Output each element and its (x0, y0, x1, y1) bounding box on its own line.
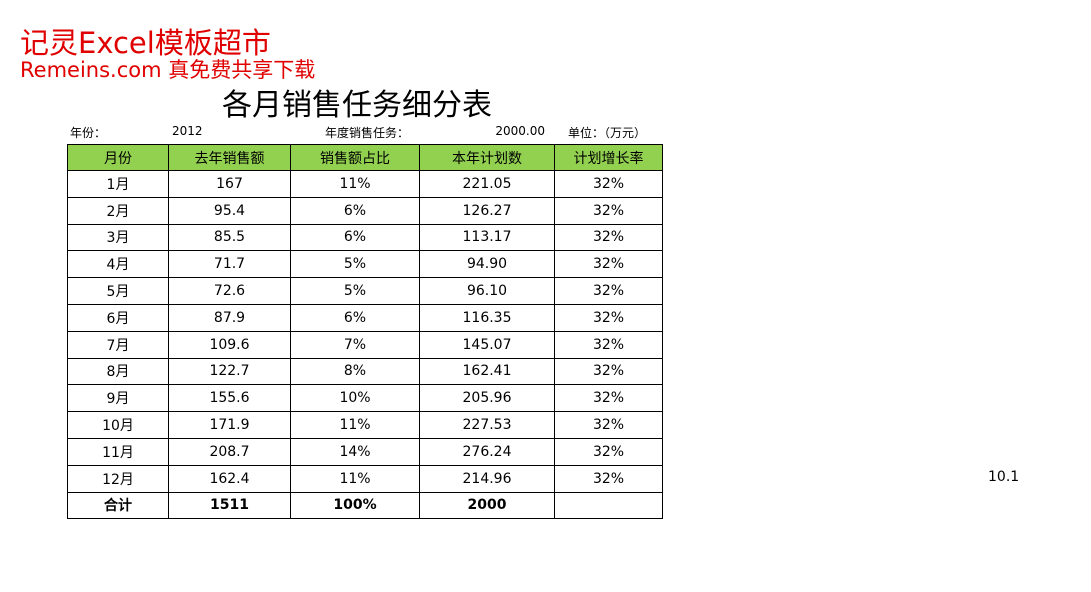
table-cell: 合计 (67, 491, 169, 520)
table-cell: 32% (554, 250, 663, 279)
table-cell: 6% (290, 223, 420, 252)
table-cell: 72.6 (168, 277, 291, 305)
table-row: 10月 171.9 11% 227.53 32% (67, 411, 663, 439)
table-cell: 8% (290, 357, 420, 386)
table-cell: 3月 (67, 223, 169, 252)
table-cell: 276.24 (419, 437, 555, 466)
table-cell: 销售额占比 (290, 144, 420, 171)
table-cell: 去年销售额 (168, 144, 291, 171)
table-cell: 162.41 (419, 357, 555, 386)
table-row: 3月 85.5 6% 113.17 32% (67, 223, 663, 252)
table-cell: 10月 (67, 411, 169, 439)
table-cell: 14% (290, 437, 420, 466)
table-cell: 6% (290, 303, 420, 332)
table-row: 6月 87.9 6% 116.35 32% (67, 303, 663, 332)
empty-cell (554, 491, 663, 520)
table-cell: 95.4 (168, 196, 291, 225)
table-cell: 85.5 (168, 223, 291, 252)
table-row: 2月 95.4 6% 126.27 32% (67, 196, 663, 225)
title: 各月销售任务细分表 (222, 88, 492, 123)
table-cell: 32% (554, 330, 663, 359)
table-cell: 109.6 (168, 330, 291, 359)
table-cell: 月份 (67, 144, 169, 171)
table-cell: 32% (554, 384, 663, 413)
table-cell: 9月 (67, 384, 169, 413)
table-cell: 214.96 (419, 464, 555, 493)
table-cell: 87.9 (168, 303, 291, 332)
table-cell: 10% (290, 384, 420, 413)
table-cell: 208.7 (168, 437, 291, 466)
table-cell: 116.35 (419, 303, 555, 332)
info-label: 年度销售任务： (325, 126, 410, 140)
info-label: 年份： (70, 126, 107, 140)
table-cell: 167 (168, 170, 291, 198)
table-cell: 32% (554, 277, 663, 305)
note: 10.1 (988, 469, 1020, 485)
table-row: 1月 167 11% 221.05 32% (67, 170, 663, 198)
table-cell: 94.90 (419, 250, 555, 279)
table-cell: 11% (290, 411, 420, 439)
table-cell: 6月 (67, 303, 169, 332)
sales-table: 月份 去年销售额 销售额占比 本年计划数 计划增长率 1月 167 11% 221.05 32% 2… (67, 144, 663, 520)
table-row: 合计 1511 100% 2000 (67, 491, 663, 520)
info-label: 单位：（万元） (568, 126, 647, 140)
table-cell: 8月 (67, 357, 169, 386)
table-cell: 155.6 (168, 384, 291, 413)
table-cell: 100% (290, 491, 420, 520)
table-cell: 本年计划数 (419, 144, 555, 171)
table-cell: 221.05 (419, 170, 555, 198)
table-cell: 71.7 (168, 250, 291, 279)
table-cell: 11% (290, 170, 420, 198)
table-row: 11月 208.7 14% 276.24 32% (67, 437, 663, 466)
info-value: 2000.00 (495, 124, 545, 138)
table-row: 月份 去年销售额 销售额占比 本年计划数 计划增长率 (67, 144, 663, 171)
table-cell: 计划增长率 (554, 144, 663, 171)
table-cell: 32% (554, 357, 663, 386)
table-cell: 32% (554, 437, 663, 466)
table-cell: 7% (290, 330, 420, 359)
table-cell: 32% (554, 223, 663, 252)
table-cell: 2月 (67, 196, 169, 225)
table-row: 9月 155.6 10% 205.96 32% (67, 384, 663, 413)
table-cell: 32% (554, 196, 663, 225)
table-cell: 5% (290, 250, 420, 279)
table-cell: 32% (554, 170, 663, 198)
table-cell: 113.17 (419, 223, 555, 252)
table-cell: 4月 (67, 250, 169, 279)
table-row: 7月 109.6 7% 145.07 32% (67, 330, 663, 359)
info-value: 2012 (172, 124, 203, 138)
table-cell: 2000 (419, 491, 555, 520)
table-row: 12月 162.4 11% 214.96 32% (67, 464, 663, 493)
table-cell: 5月 (67, 277, 169, 305)
table-cell: 126.27 (419, 196, 555, 225)
table-cell: 7月 (67, 330, 169, 359)
table-cell: 171.9 (168, 411, 291, 439)
table-cell: 11% (290, 464, 420, 493)
table-cell: 227.53 (419, 411, 555, 439)
table-cell: 32% (554, 303, 663, 332)
table-row: 5月 72.6 5% 96.10 32% (67, 277, 663, 305)
watermark-line: Remeins.com 真免费共享下载 (20, 58, 316, 82)
table-cell: 6% (290, 196, 420, 225)
table-cell: 11月 (67, 437, 169, 466)
table-row: 4月 71.7 5% 94.90 32% (67, 250, 663, 279)
table-cell: 1月 (67, 170, 169, 198)
table-cell: 5% (290, 277, 420, 305)
table-cell: 122.7 (168, 357, 291, 386)
table-cell: 12月 (67, 464, 169, 493)
table-cell: 162.4 (168, 464, 291, 493)
table-cell: 96.10 (419, 277, 555, 305)
table-row: 8月 122.7 8% 162.41 32% (67, 357, 663, 386)
table-cell: 145.07 (419, 330, 555, 359)
table-cell: 32% (554, 464, 663, 493)
table-cell: 205.96 (419, 384, 555, 413)
watermark-line: 记灵Excel模板超市 (20, 26, 271, 60)
table-cell: 32% (554, 411, 663, 439)
table-cell: 1511 (168, 491, 291, 520)
